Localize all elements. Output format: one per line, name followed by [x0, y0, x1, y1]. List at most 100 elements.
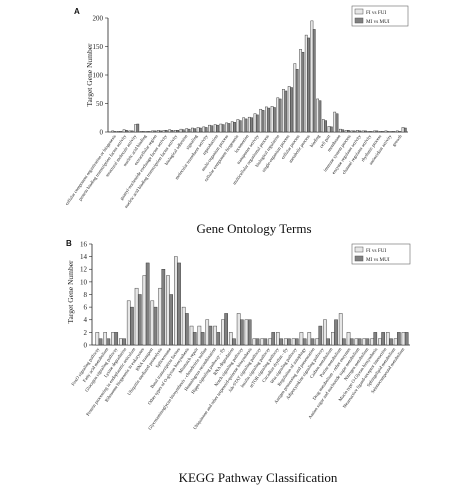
panel-a-bar-fi — [196, 127, 200, 133]
panel-a-bar-fi — [134, 124, 137, 133]
panel-a-bar-mi — [369, 131, 373, 133]
panel-b-y-tick-label: 8 — [84, 291, 88, 299]
panel-a-bar-fi — [151, 130, 154, 133]
panel-b-y-tick-label: 6 — [84, 304, 88, 312]
panel-b-bar-mi — [137, 294, 142, 346]
panel-b-bar-fi — [126, 300, 131, 346]
panel-b-bar-mi — [302, 338, 307, 346]
panel-a-bar-mi — [250, 117, 253, 133]
panel-a-bar-mi — [147, 131, 151, 133]
panel-b-y-tick-label: 2 — [84, 329, 88, 337]
panel-b-bar-fi — [338, 313, 343, 346]
panel-b-bar-fi — [307, 332, 312, 346]
panel-b-bar-mi — [169, 294, 173, 346]
panel-a-bar-fi — [293, 63, 297, 133]
panel-b-legend-swatch-1 — [354, 246, 364, 253]
panel-a-bar-mi — [352, 130, 356, 133]
panel-b-bar-fi — [158, 287, 162, 346]
panel-a-y-tick-label: 100 — [93, 71, 104, 79]
panel-b-bar-mi — [185, 313, 189, 346]
panel-b-bar-fi — [205, 319, 210, 346]
panel-a-bar-mi — [284, 90, 288, 133]
panel-a-bar-fi — [247, 116, 251, 133]
panel-b-legend-label-1: FI vs FUI — [366, 248, 386, 254]
panel-b-bar-mi — [349, 338, 354, 346]
panel-a-bar-fi — [253, 113, 257, 133]
panel-a-bar-mi — [142, 131, 145, 133]
panel-b-bar-fi — [228, 332, 233, 346]
panel-a-legend-label-2: MI vs MUI — [366, 19, 390, 25]
panel-a-bar-fi — [373, 130, 376, 133]
panel-a-bar-mi — [244, 118, 248, 133]
panel-b-ylabel: Target Gene Number — [66, 260, 75, 324]
panel-b-bar-fi — [197, 325, 202, 346]
panel-b-bar-fi — [134, 287, 139, 346]
panel-b-bar-mi — [326, 338, 330, 346]
panel-a-bar-fi — [299, 49, 302, 133]
panel-b-bar-mi — [318, 325, 323, 346]
panel-a-bar-mi — [312, 29, 316, 133]
panel-a-y-tick-label: 200 — [93, 14, 104, 22]
panel-b-bar-mi — [192, 332, 197, 346]
panel-a-bar-mi — [273, 107, 276, 133]
panel-a-bar-mi — [329, 126, 333, 133]
panel-a-bar-fi — [202, 126, 206, 133]
panel-b-y-tick-label: 0 — [84, 341, 88, 349]
panel-b-bar-mi — [122, 338, 126, 346]
panel-b-legend: FI vs FUI MI vs MUI — [351, 243, 411, 265]
panel-a-bar-fi — [225, 122, 228, 133]
panel-a-bar-fi — [117, 131, 120, 133]
panel-a-bar-mi — [267, 107, 271, 133]
panel-a-bar-fi — [145, 131, 149, 133]
panel-a-bar-fi — [367, 131, 371, 133]
panel-a-bar-fi — [310, 20, 314, 133]
panel-b-bar-fi — [189, 325, 194, 346]
panel-b-bar-fi — [331, 332, 335, 346]
panel-b-bar-fi — [111, 332, 115, 346]
panel-b-bar-mi — [255, 338, 260, 346]
panel-b-bar-fi — [393, 338, 398, 346]
panel-a-bar-fi — [185, 128, 189, 133]
panel-b-bar-mi — [310, 338, 315, 346]
panel-b-y-tick-label: 14 — [80, 253, 88, 261]
panel-a-bar-mi — [210, 125, 214, 133]
panel-a-bar-mi — [204, 127, 208, 133]
panel-a-bar-fi — [122, 129, 126, 133]
panel-b-y-tick-label: 4 — [84, 316, 88, 324]
panel-a-bar-mi — [164, 130, 168, 133]
panel-a-bar-mi — [255, 114, 259, 133]
panel-a-bar-mi — [113, 131, 117, 133]
panel-a-bar-fi — [213, 124, 217, 133]
panel-a-bar-mi — [125, 130, 128, 133]
panel-b-bar-mi — [106, 338, 111, 346]
panel-a-legend: FI vs FUI MI vs MUI — [351, 5, 409, 27]
panel-b-bar-mi — [200, 332, 205, 346]
panel-a-bar-mi — [386, 131, 390, 133]
panel-b-bar-mi — [373, 332, 378, 346]
panel-b-bar-mi — [271, 332, 276, 346]
panel-a-bar-fi — [265, 106, 268, 133]
panel-a-bar-fi — [139, 131, 143, 133]
panel-b-bar-mi — [404, 332, 409, 346]
panel-a-y-tick-label: 50 — [96, 100, 104, 108]
panel-a-bar-fi — [321, 119, 325, 133]
panel-a-bar-mi — [392, 131, 396, 133]
panel-b-bar-fi — [299, 332, 304, 346]
panel-a-bar-fi — [128, 130, 132, 133]
panel-b-bar-mi — [287, 338, 291, 346]
panel-a-bar-mi — [403, 127, 407, 133]
panel-b-bar-fi — [166, 275, 170, 346]
panel-b-bar-mi — [239, 319, 244, 346]
panel-a-bar-fi — [168, 129, 171, 133]
panel-a-category-label: protein binding transcription factor act… — [78, 133, 128, 201]
panel-b-bar-fi — [174, 256, 178, 346]
panel-b-bar-fi — [323, 319, 327, 346]
panel-a-bar-mi — [227, 123, 231, 133]
panel-b-bar-fi — [268, 338, 272, 346]
panel-b-bar-mi — [161, 269, 166, 346]
panel-b-bar-mi — [342, 338, 346, 346]
panel-a-bar-fi — [344, 130, 348, 133]
panel-a-bar-fi — [111, 130, 115, 133]
